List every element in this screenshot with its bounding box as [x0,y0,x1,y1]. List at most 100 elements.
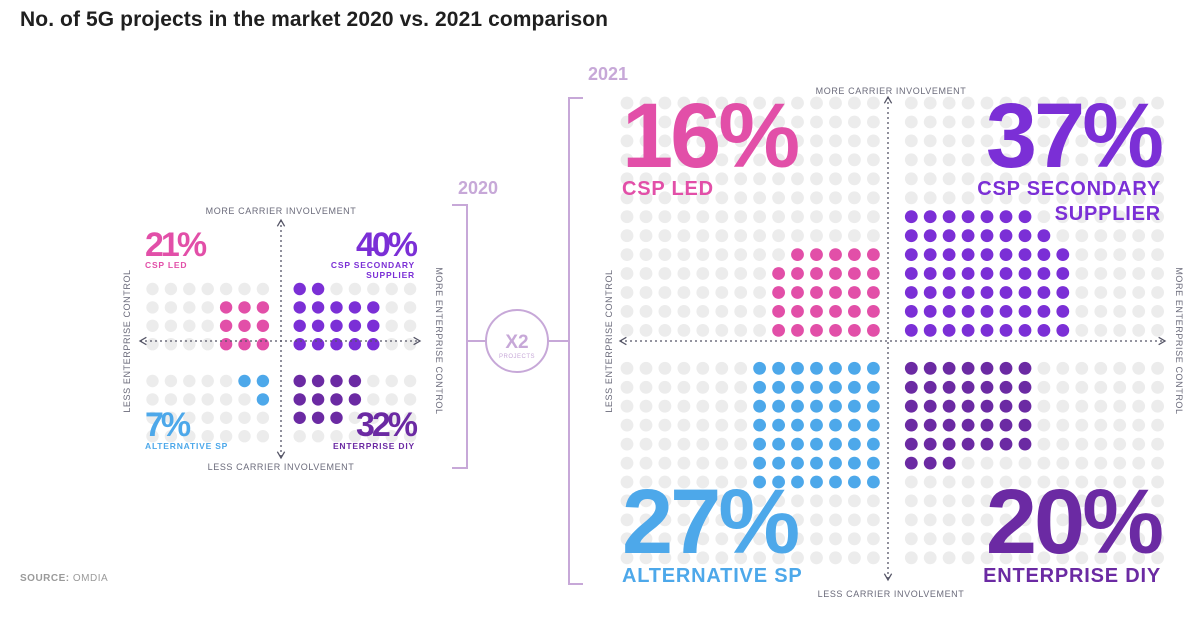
background-dot [734,418,748,432]
background-dot [829,153,842,167]
project-dot-bottom-right [961,380,975,394]
project-dot-bottom-left [772,399,785,413]
background-dot [164,374,178,388]
bracket-2020 [452,204,468,469]
background-dot [734,399,748,413]
project-dot-bottom-right [942,361,956,375]
background-dot [696,305,710,318]
year-label-2021: 2021 [588,64,628,84]
background-dot [1018,532,1032,546]
background-dot [696,248,710,261]
background-dot [1151,361,1164,375]
background-dot [658,475,672,489]
project-dot-top-right [999,286,1013,299]
background-dot [810,172,823,186]
background-dot [293,430,306,443]
background-dot [715,267,729,280]
background-dot [1094,418,1108,432]
background-dot [810,532,823,546]
background-dot [1132,191,1146,205]
project-dot-top-right [1018,305,1032,318]
background-dot [753,229,766,243]
background-dot [620,229,634,243]
project-dot-bottom-right [311,411,325,424]
project-dot-bottom-right [942,456,956,470]
project-dot-bottom-left [753,380,766,394]
percent-bottom-left: 7% [145,406,191,444]
background-dot [164,430,178,443]
background-dot [1113,191,1127,205]
background-dot [219,374,233,388]
project-dot-top-right [942,210,956,224]
background-dot [201,374,214,388]
percent-bottom-left: 27% [622,471,798,573]
background-dot [1037,399,1051,413]
background-dot [980,115,994,129]
background-dot [1132,172,1146,186]
project-dot-bottom-left [772,475,785,489]
background-dot [677,229,691,243]
background-dot [999,456,1013,470]
background-dot [696,172,710,186]
background-dot [1151,134,1164,148]
project-dot-top-right [999,324,1013,337]
background-dot [715,286,729,299]
background-dot [1094,267,1108,280]
background-dot [1037,361,1051,375]
project-dot-top-right [923,286,937,299]
project-dot-bottom-right [942,380,956,394]
project-dot-bottom-left [791,456,804,470]
background-dot [1113,229,1127,243]
background-dot [677,456,691,470]
project-dot-top-right [923,248,937,261]
background-dot [183,393,196,406]
background-dot [164,338,178,351]
background-dot [201,319,214,332]
background-dot [923,494,937,508]
project-dot-bottom-right [1018,399,1032,413]
background-dot [1075,380,1089,394]
background-dot [1113,380,1127,394]
background-dot [734,305,748,318]
background-dot [677,267,691,280]
background-dot [810,134,823,148]
background-dot [201,301,214,314]
background-dot [923,96,937,110]
background-dot [904,475,918,489]
background-dot [639,494,653,508]
project-dot-top-left [829,248,842,261]
project-dot-top-right [348,301,362,314]
background-dot [942,191,956,205]
background-dot [658,191,672,205]
background-dot [829,513,842,527]
background-dot [403,430,417,443]
background-dot [256,282,270,296]
background-dot [696,153,710,167]
background-dot [1056,172,1070,186]
background-dot [385,319,398,332]
background-dot [753,210,766,224]
background-dot [620,153,634,167]
project-dot-bottom-right [961,418,975,432]
background-dot [1132,361,1146,375]
project-dot-bottom-right [904,399,918,413]
background-dot [639,191,653,205]
background-dot [1113,532,1127,546]
background-dot [403,393,417,406]
background-dot [1113,134,1127,148]
background-dot [1113,551,1127,565]
background-dot [658,96,672,110]
background-dot [1151,418,1164,432]
background-dot [961,513,975,527]
project-dot-bottom-left [867,475,880,489]
project-dot-top-right [980,305,994,318]
background-dot [696,267,710,280]
background-dot [620,361,634,375]
background-dot [1075,475,1089,489]
background-dot [772,494,785,508]
project-dot-top-right [942,286,956,299]
project-dot-bottom-left [791,399,804,413]
background-dot [1075,96,1089,110]
background-dot [753,494,766,508]
project-dot-top-left [791,248,804,261]
